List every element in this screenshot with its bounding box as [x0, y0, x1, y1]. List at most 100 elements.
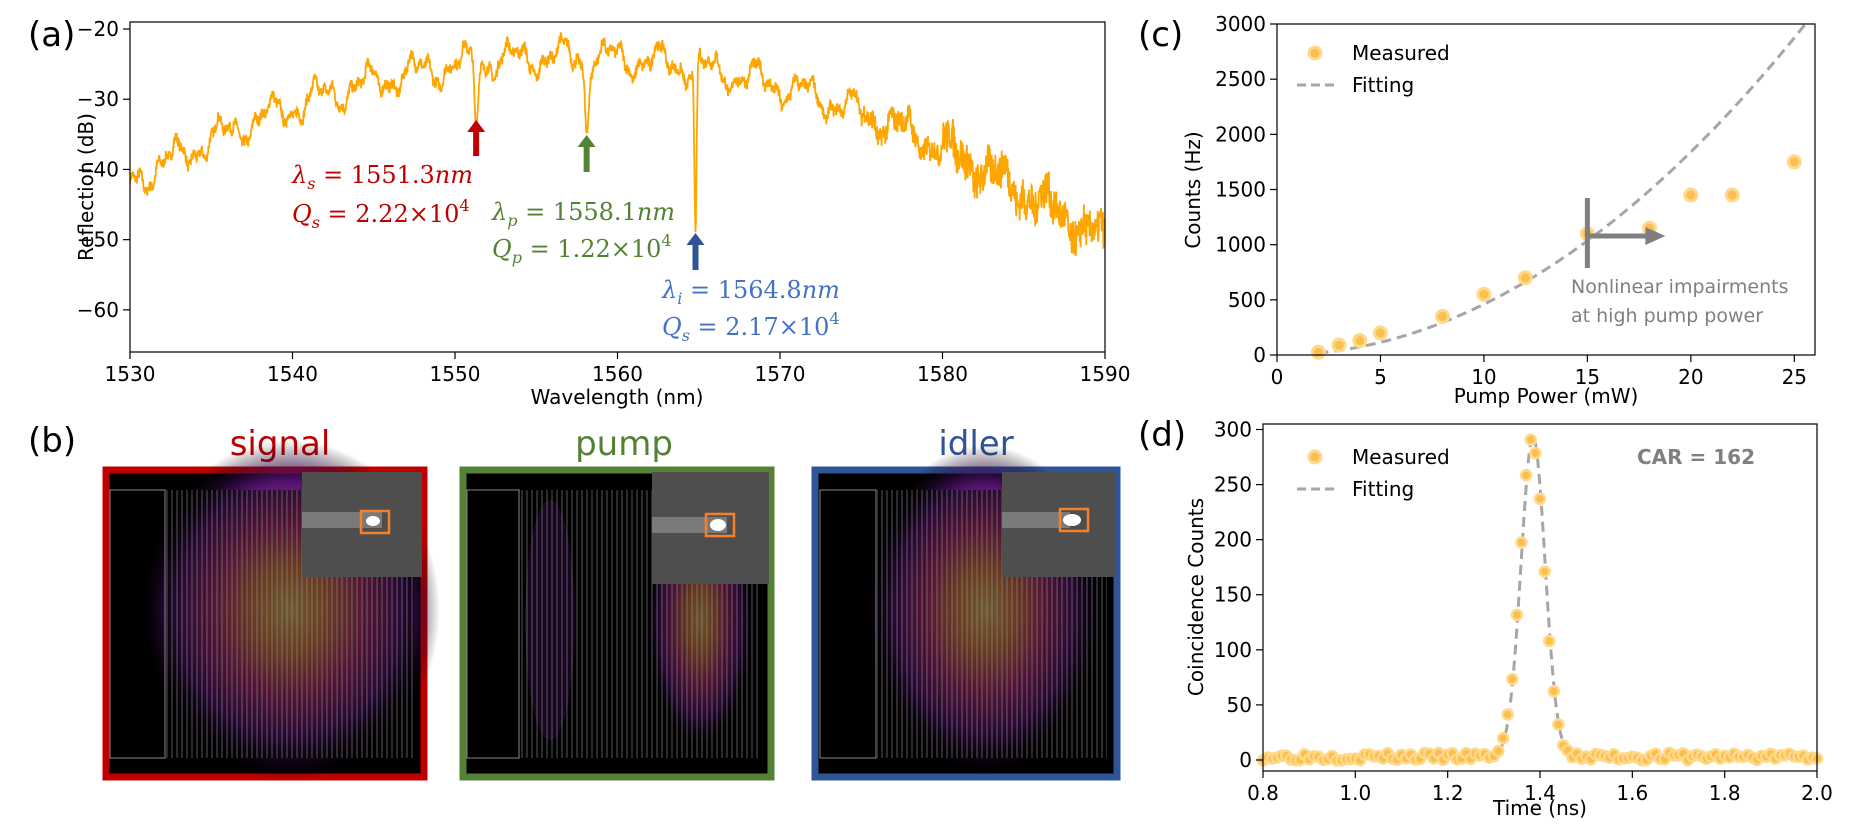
signal-q-sub: s [312, 213, 320, 232]
measured-point [1496, 731, 1510, 745]
panel-c-xlabel: Pump Power (mW) [1454, 384, 1639, 408]
measured-point [1331, 337, 1347, 353]
xtick-label: 20 [1678, 365, 1703, 389]
svg-text:Qp = 1.22×104: Qp = 1.22×104 [492, 231, 672, 267]
signal-lambda: λ [291, 161, 307, 189]
signal-lambda-unit: nm [435, 161, 473, 189]
car-label: CAR = 162 [1637, 445, 1755, 469]
signal-lambda-value: = 1551.3 [315, 161, 434, 189]
svg-text:Qs = 2.17×104: Qs = 2.17×104 [662, 309, 840, 345]
signal-field-image [102, 440, 440, 781]
measured-point [1352, 333, 1368, 349]
idler-q: Q [662, 313, 682, 341]
ytick-label: 0 [1239, 748, 1252, 772]
reflection-trace [130, 32, 1105, 256]
nonlinear-annotation-line1: Nonlinear impairments [1571, 276, 1789, 298]
xtick-label: 0 [1271, 365, 1284, 389]
pump-lambda: λ [491, 198, 507, 226]
measured-point [1547, 684, 1561, 698]
idler-field-image [811, 445, 1121, 781]
ytick-label: −20 [77, 17, 119, 41]
ytick-label: −50 [77, 228, 119, 252]
ytick-label: 2000 [1215, 122, 1266, 146]
measured-point [1501, 708, 1514, 721]
measured-point [1533, 492, 1547, 506]
marker-arrow-head [1645, 227, 1666, 245]
legend-measured-label-d: Measured [1352, 445, 1450, 469]
idler-inset-image [1002, 472, 1115, 577]
pump-arrow [577, 135, 596, 172]
nonlinear-annotation-line2: at high pump power [1571, 305, 1763, 327]
xtick-label: 2.0 [1801, 781, 1833, 805]
measured-point [1372, 325, 1388, 341]
pump-lambda-unit: nm [637, 198, 675, 226]
panel-d-ylabel: Coincidence Counts [1184, 498, 1208, 696]
measured-point [1492, 744, 1505, 758]
nonlinear-marker [1584, 198, 1666, 268]
measured-point [1506, 672, 1519, 686]
xtick-label: 5 [1374, 365, 1387, 389]
panel-a-xlabel: Wavelength (nm) [531, 385, 704, 409]
measured-point [1552, 718, 1565, 731]
signal-annotation: λs = 1551.3nm Qs = 2.22×104 [291, 161, 473, 232]
panel-a-ylabel: Reflection (dB) [74, 113, 98, 261]
measured-point [1538, 565, 1551, 578]
pump-annotation: λp = 1558.1nm Qp = 1.22×104 [491, 198, 675, 267]
legend-measured-marker-d [1307, 449, 1323, 465]
svg-text:λs = 1551.3nm: λs = 1551.3nm [291, 161, 473, 193]
counts-fit-curve [1318, 24, 1808, 355]
counts-vs-power-chart: 0 5 10 15 20 25 0 500 1000 1500 2000 2500 3000 Pump… [1181, 12, 1816, 408]
panel-d-legend: Measured Fitting [1297, 445, 1450, 501]
xtick-label: 0.8 [1247, 781, 1279, 805]
ytick-label: 300 [1214, 418, 1252, 442]
xtick-label: 1.8 [1709, 781, 1741, 805]
svg-text:Qs = 2.22×104: Qs = 2.22×104 [292, 196, 470, 232]
measured-point [1476, 286, 1492, 302]
pump-inset-image [652, 472, 769, 584]
coincidence-chart: 0.8 1.0 1.2 1.4 1.6 1.8 2.0 0 50 100 150 200 250 300… [1184, 418, 1833, 820]
xtick-label: 15 [1575, 365, 1600, 389]
panel-c-legend: Measured Fitting [1297, 41, 1450, 97]
coincidence-fit-curve [1263, 434, 1817, 759]
panel-d-label: (d) [1138, 415, 1186, 455]
panel-c-ylabel: Counts (Hz) [1181, 131, 1205, 248]
ytick-label: −30 [77, 87, 119, 111]
ytick-label: 1000 [1215, 233, 1266, 257]
idler-arrow [686, 233, 705, 270]
pump-q-value: = 1.22×10 [522, 235, 661, 263]
xtick-label: 25 [1782, 365, 1807, 389]
xtick-label: 1530 [105, 362, 156, 386]
signal-inset-image [302, 472, 422, 577]
measured-point [1515, 536, 1528, 549]
signal-q: Q [292, 200, 312, 228]
idler-lambda-sub: i [677, 289, 682, 308]
idler-lambda-value: = 1564.8 [682, 276, 801, 304]
idler-annotation: λi = 1564.8nm Qs = 2.17×104 [661, 276, 840, 345]
ytick-label: 200 [1214, 528, 1252, 552]
measured-point [1510, 608, 1524, 622]
ytick-label: 250 [1214, 473, 1252, 497]
ytick-label: 0 [1253, 343, 1266, 367]
xtick-label: 1560 [592, 362, 643, 386]
ytick-label: −60 [77, 298, 119, 322]
pump-lambda-value: = 1558.1 [517, 198, 636, 226]
legend-measured-label: Measured [1352, 41, 1450, 65]
xtick-label: 1.0 [1339, 781, 1371, 805]
ytick-label: 2500 [1215, 67, 1266, 91]
legend-fitting-label: Fitting [1352, 73, 1414, 97]
ytick-label: −40 [77, 157, 119, 181]
xtick-label: 1570 [755, 362, 806, 386]
idler-q-sub: s [682, 326, 690, 345]
measured-point [1517, 270, 1533, 286]
xtick-label: 1580 [917, 362, 968, 386]
ytick-label: 100 [1214, 638, 1252, 662]
xtick-label: 1.4 [1524, 781, 1556, 805]
reflection-spectrum-chart: 1530 1540 1550 1560 1570 1580 1590 −20 −30 −40 −5… [74, 17, 1130, 409]
xtick-label: 1.2 [1432, 781, 1464, 805]
signal-q-exp: 4 [459, 196, 469, 215]
xtick-label: 1590 [1080, 362, 1131, 386]
xtick-label: 1540 [267, 362, 318, 386]
ytick-label: 50 [1227, 693, 1252, 717]
signal-arrow [467, 120, 486, 156]
